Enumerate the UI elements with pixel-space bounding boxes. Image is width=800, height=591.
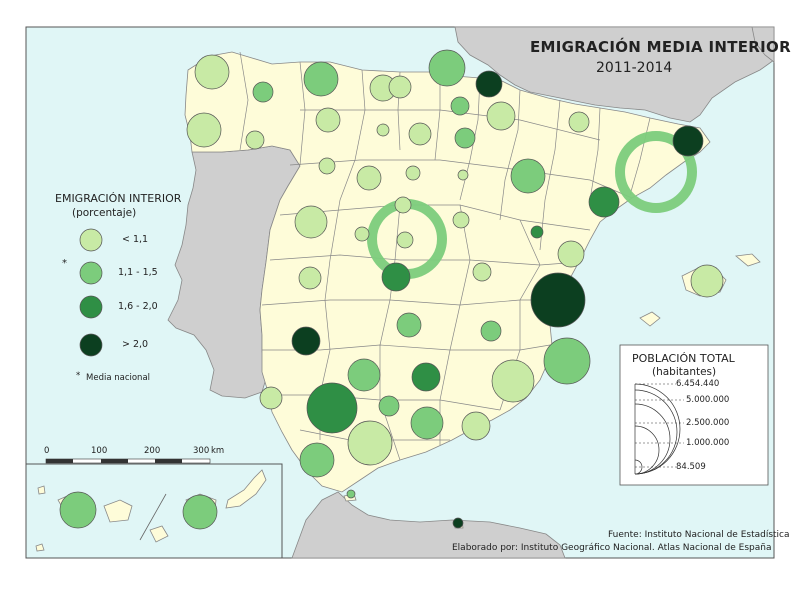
province-bubble [315, 107, 341, 133]
province-bubble [376, 123, 390, 137]
province-bubble [457, 169, 469, 181]
province-bubble [557, 240, 585, 268]
source-text: Fuente: Instituto Nacional de Estadístic… [608, 530, 790, 540]
map-subtitle: 2011-2014 [596, 60, 673, 76]
province-bubble [510, 158, 546, 194]
italy-land [751, 26, 775, 63]
province-bubble [347, 420, 393, 466]
province-bubble [475, 70, 503, 98]
province-borders [239, 51, 651, 461]
province-bubble [461, 411, 491, 441]
province-bubble [303, 61, 339, 97]
province-bubble [452, 517, 464, 529]
province-ring [615, 131, 697, 213]
map-title: EMIGRACIÓN MEDIA INTERIOR [530, 38, 791, 56]
emigration-legend-title: EMIGRACIÓN INTERIOR [55, 192, 182, 205]
province-bubble [306, 382, 358, 434]
province-bubble [568, 111, 590, 133]
legend-swatch-gt-2-0 [79, 333, 103, 357]
credits-text: Elaborado por: Instituto Geográfico Naci… [452, 543, 772, 553]
province-bubble [186, 112, 222, 148]
menorca-land [735, 253, 761, 267]
province-bubble [388, 75, 412, 99]
population-value-2: 5.000.000 [686, 395, 730, 405]
emigration-class-label-2: 1,1 - 1,5 [118, 267, 158, 278]
province-bubble [588, 186, 620, 218]
province-bubble [530, 272, 586, 328]
province-bubble [394, 196, 412, 214]
province-bubbles [59, 49, 724, 530]
province-bubble [411, 362, 441, 392]
population-legend [619, 344, 769, 486]
legend-swatch-1-6-2-0 [79, 295, 103, 319]
province-bubble [410, 406, 444, 440]
province-bubble [346, 489, 356, 499]
emigration-legend-swatches [79, 228, 103, 357]
province-bubble [428, 49, 466, 87]
province-bubble [450, 96, 470, 116]
population-value-4: 1.000.000 [686, 438, 730, 448]
province-bubble [396, 312, 422, 338]
scale-tick-100: 100 [91, 446, 108, 456]
emigration-class-label-4: > 2,0 [122, 339, 149, 350]
province-bubble [486, 101, 516, 131]
legend-swatch-lt-1-1 [79, 228, 103, 252]
province-bubble [396, 231, 414, 249]
province-bubble [291, 326, 321, 356]
province-bubble [354, 226, 370, 242]
province-bubble [530, 225, 544, 239]
province-bubble [245, 130, 265, 150]
province-bubble [472, 262, 492, 282]
province-bubble [318, 157, 336, 175]
scale-tick-300: 300 [193, 446, 210, 456]
province-bubble [182, 494, 218, 530]
population-value-1: 6.454.440 [676, 379, 720, 389]
population-value-5: 84.509 [676, 462, 706, 472]
province-bubble [378, 395, 400, 417]
population-value-3: 2.500.000 [686, 418, 730, 428]
ibiza-land [639, 311, 661, 327]
province-bubble [452, 211, 470, 229]
province-bubble [405, 165, 421, 181]
national-legend-label: Media nacional [86, 373, 151, 383]
province-bubble [454, 127, 476, 149]
scale-tick-0: 0 [44, 446, 50, 456]
scale-tick-200: 200 [144, 446, 161, 456]
emigration-class-label-3: 1,6 - 2,0 [118, 301, 158, 312]
province-bubble [347, 358, 381, 392]
province-bubble [690, 264, 724, 298]
africa-land [291, 491, 566, 559]
scale-bar [45, 458, 211, 464]
province-bubble [59, 491, 97, 529]
province-bubble [298, 266, 322, 290]
france-land [454, 26, 775, 123]
population-legend-subtitle: (habitantes) [652, 366, 717, 378]
province-bubble [408, 122, 432, 146]
province-bubble [480, 320, 502, 342]
province-bubble [672, 125, 704, 157]
population-legend-title: POBLACIÓN TOTAL [632, 352, 735, 365]
province-bubble [259, 386, 283, 410]
province-bubble [252, 81, 274, 103]
province-bubble [543, 337, 591, 385]
province-bubble [491, 359, 535, 403]
emigration-class-label-1: < 1,1 [122, 234, 149, 245]
province-bubble [194, 54, 230, 90]
province-bubble [356, 165, 382, 191]
national-legend-mark: * [76, 371, 81, 381]
emigration-legend-subtitle: (porcentaje) [72, 207, 137, 219]
legend-swatch-1-1-1-5 [79, 261, 103, 285]
national-average-marker: * [62, 258, 67, 269]
province-bubble [294, 205, 328, 239]
province-bubble [299, 442, 335, 478]
scale-unit: km [211, 446, 225, 456]
province-bubble [381, 262, 411, 292]
